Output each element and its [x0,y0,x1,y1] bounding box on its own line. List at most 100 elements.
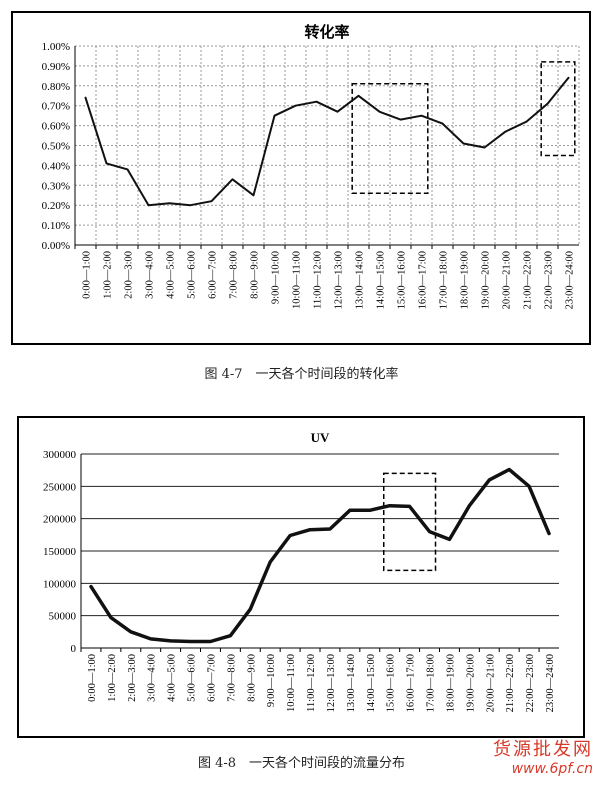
data-point [368,509,371,512]
x-tick-label: 1:00—2:00 [107,654,118,702]
data-point [209,640,212,643]
data-point [126,168,129,171]
x-tick-label: 17:00—18:00 [439,251,450,309]
y-tick-label: 0.40% [42,160,70,172]
x-tick-label: 13:00—14:00 [355,251,366,309]
data-point [483,146,486,149]
x-tick-label: 11:00—12:00 [306,654,317,712]
watermark: 货源批发网 www.6pf.cn [493,735,593,777]
highlight-box [382,472,437,572]
data-point [147,204,150,206]
data-point [525,120,528,123]
x-tick-label: 18:00—19:00 [445,654,456,712]
x-tick-label: 18:00—19:00 [460,251,471,309]
data-point [468,504,471,507]
chart-title: 转化率 [304,23,349,41]
x-tick-label: 23:00—24:00 [545,654,556,712]
x-tick-label: 12:00—13:00 [334,251,345,309]
x-tick-label: 21:00—22:00 [523,251,534,309]
x-tick-label: 10:00—11:00 [292,251,303,309]
uv-chart: UV 0 50000 100000 150000 200000 250000 300000 0:… [43,430,559,712]
y-tick-label: 0.90% [42,61,70,73]
series-line [84,76,570,207]
data-point [546,102,549,105]
x-tick-label: 20:00—21:00 [485,654,496,712]
x-tick-label: 12:00—13:00 [326,654,337,712]
y-tick-label: 100000 [43,578,77,590]
x-tick-label: 22:00—23:00 [525,654,536,712]
data-point [548,532,550,535]
y-tick-label: 0.50% [42,141,70,153]
data-point [462,142,465,145]
data-point [357,94,360,97]
data-point [273,114,276,117]
data-point [388,504,391,507]
x-tick-label: 13:00—14:00 [346,654,357,712]
conversion-rate-chart: 转化率 0.00% 0.10% 0.20% 0.30% 0.40% 0.50% 0.60% 0.… [42,23,580,309]
x-tick-label: 11:00—12:00 [313,251,324,309]
x-tick-label: 6:00—7:00 [208,251,219,299]
data-point [567,77,570,79]
data-point [408,505,411,508]
x-tick-label: 7:00—8:00 [226,654,237,702]
y-tick-label: 50000 [49,611,77,623]
series-line [89,467,551,644]
x-tick-label: 22:00—23:00 [544,251,555,309]
data-point [189,640,192,643]
y-tick-label: 250000 [43,481,77,493]
x-tick-label: 17:00—18:00 [426,654,437,712]
x-tick-label: 2:00—3:00 [127,654,138,702]
data-point [129,631,132,633]
chart-title: UV [311,430,330,445]
data-point [84,96,87,99]
x-tick-label: 8:00—9:00 [246,654,257,702]
x-tick-label: 3:00—4:00 [147,654,158,702]
x-tick-label: 7:00—8:00 [229,251,240,299]
data-point [309,528,311,531]
data-point [336,110,339,113]
data-point [252,194,255,197]
data-point [378,110,381,113]
y-tick-label: 200000 [43,514,77,526]
data-point [399,118,402,121]
x-tick-label: 23:00—24:00 [565,251,576,309]
data-point [269,561,272,563]
data-point [289,534,291,537]
watermark-text: 货源批发网 [493,739,593,760]
data-point [110,616,112,619]
y-tick-label: 0.00% [42,240,70,252]
data-point [90,585,92,588]
y-tick-label: 0.60% [42,121,70,133]
figure-4-7-caption: 图 4-7 一天各个时间段的转化率 [204,367,399,382]
x-tick-label: 5:00—6:00 [187,654,198,702]
data-point [105,162,108,165]
x-tick-label: 9:00—10:00 [271,251,282,304]
y-tick-label: 0.80% [42,81,70,93]
x-tick-label: 9:00—10:00 [266,654,277,707]
y-tick-label: 0.30% [42,180,70,192]
data-point [189,204,192,206]
data-point [441,122,444,125]
y-tick-label: 1.00% [42,41,70,53]
chart-2-frame: UV 0 50000 100000 150000 200000 250000 300000 0:… [17,416,585,738]
data-point [168,202,171,205]
x-tick-label: 19:00—20:00 [481,251,492,309]
chart-1-frame: 转化率 0.00% 0.10% 0.20% 0.30% 0.40% 0.50% 0.60% 0.… [11,11,591,345]
data-point [315,100,318,103]
highlight-box [351,83,429,195]
x-tick-label: 16:00—17:00 [418,251,429,309]
x-tick-label: 15:00—16:00 [386,654,397,712]
y-tick-label: 0 [71,643,77,655]
data-point [448,538,451,541]
data-point [231,178,234,181]
data-point [508,468,511,471]
watermark-url: www.6pf.cn [511,761,593,777]
y-tick-label: 300000 [43,449,77,461]
x-tick-label: 4:00—5:00 [167,654,178,702]
data-point [210,200,213,203]
y-tick-label: 0.20% [42,200,70,212]
data-point [528,485,530,488]
x-tick-label: 19:00—20:00 [465,654,476,712]
data-point [428,530,431,533]
x-tick-label: 3:00—4:00 [145,251,156,299]
